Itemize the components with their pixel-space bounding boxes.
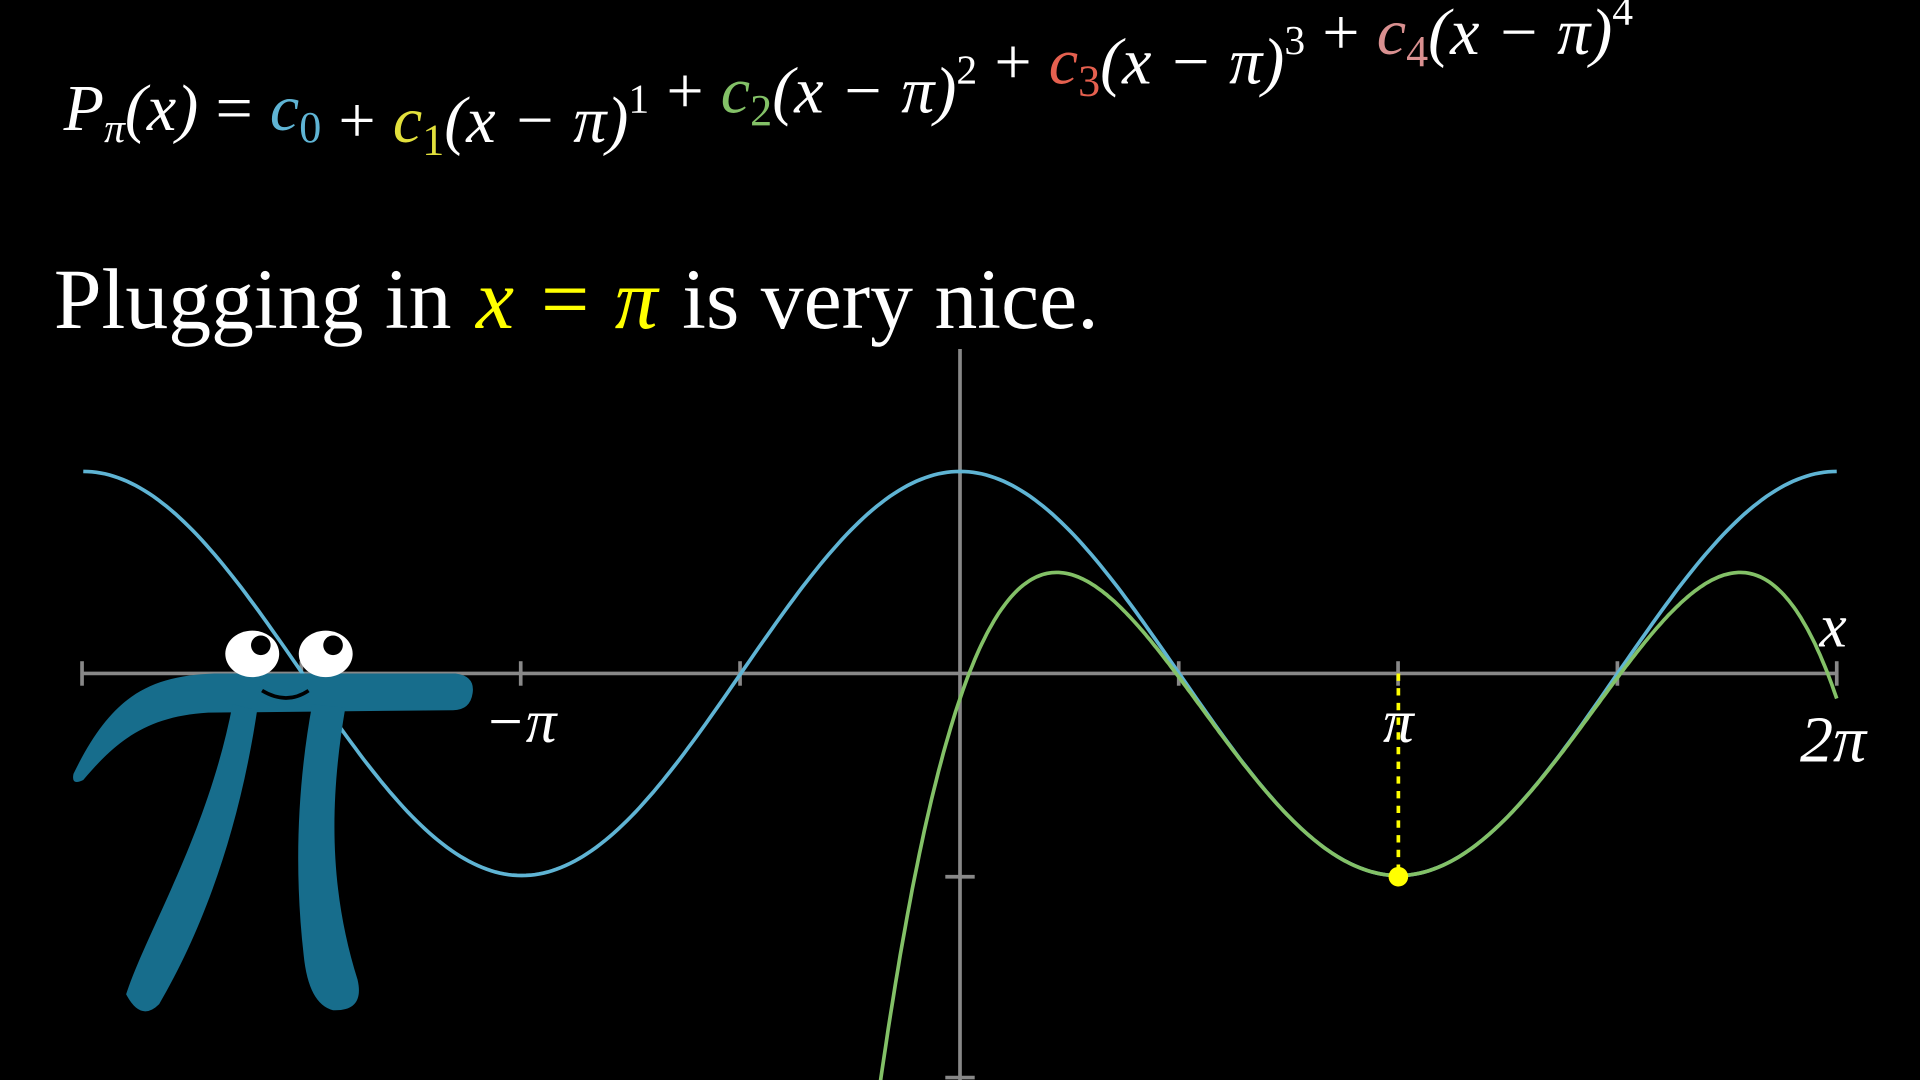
index: 1 — [422, 115, 444, 164]
eye — [225, 630, 280, 678]
coef: c — [393, 84, 422, 157]
index: 0 — [299, 103, 321, 152]
base: (x − π) — [444, 84, 628, 157]
plus: + — [338, 84, 375, 157]
equation: Pπ(x) = c0 + c1(x − π)1 + c2(x − π)2 + c3(x − π)… — [63, 0, 1634, 164]
coef: c — [270, 72, 299, 145]
index: 2 — [750, 86, 772, 135]
power: 1 — [628, 77, 649, 123]
pi-creature — [73, 630, 473, 1012]
coef: c — [1049, 25, 1078, 98]
tick-label: 2π — [1800, 704, 1868, 777]
mouth — [261, 689, 310, 700]
pi-leg — [298, 704, 359, 1011]
tick-label: −π — [484, 688, 558, 756]
axis-label: x — [1818, 593, 1846, 661]
eye — [298, 630, 353, 678]
power: 4 — [1612, 0, 1633, 34]
taylor-curve — [878, 570, 1839, 1080]
base: (x − π) — [1428, 0, 1612, 69]
curves — [83, 469, 1839, 1080]
base: (x − π) — [1100, 25, 1284, 98]
caption-text: Plugging in — [54, 252, 452, 347]
subscript: π — [104, 106, 126, 152]
index: 4 — [1406, 27, 1428, 76]
equals: = — [215, 72, 252, 145]
power: 3 — [1284, 18, 1305, 64]
index: 3 — [1078, 57, 1100, 106]
pupil — [323, 635, 343, 656]
symbol: P — [63, 72, 104, 145]
caption: Plugging in x = π is very nice. — [54, 252, 1099, 347]
power: 2 — [956, 47, 977, 93]
caption-text: is very nice. — [682, 252, 1098, 347]
pi-body — [73, 673, 473, 783]
coef: c — [1377, 0, 1406, 69]
coef: c — [721, 55, 750, 128]
pupil — [251, 635, 271, 656]
plus: + — [994, 25, 1031, 98]
pi-leg — [126, 704, 258, 1012]
point — [1388, 866, 1409, 887]
tick-label: π — [1383, 688, 1416, 756]
plus: + — [1322, 0, 1359, 69]
argument: (x) — [125, 72, 198, 145]
base: (x − π) — [772, 55, 956, 128]
plus: + — [666, 55, 703, 128]
caption-math: x = π — [474, 252, 660, 347]
